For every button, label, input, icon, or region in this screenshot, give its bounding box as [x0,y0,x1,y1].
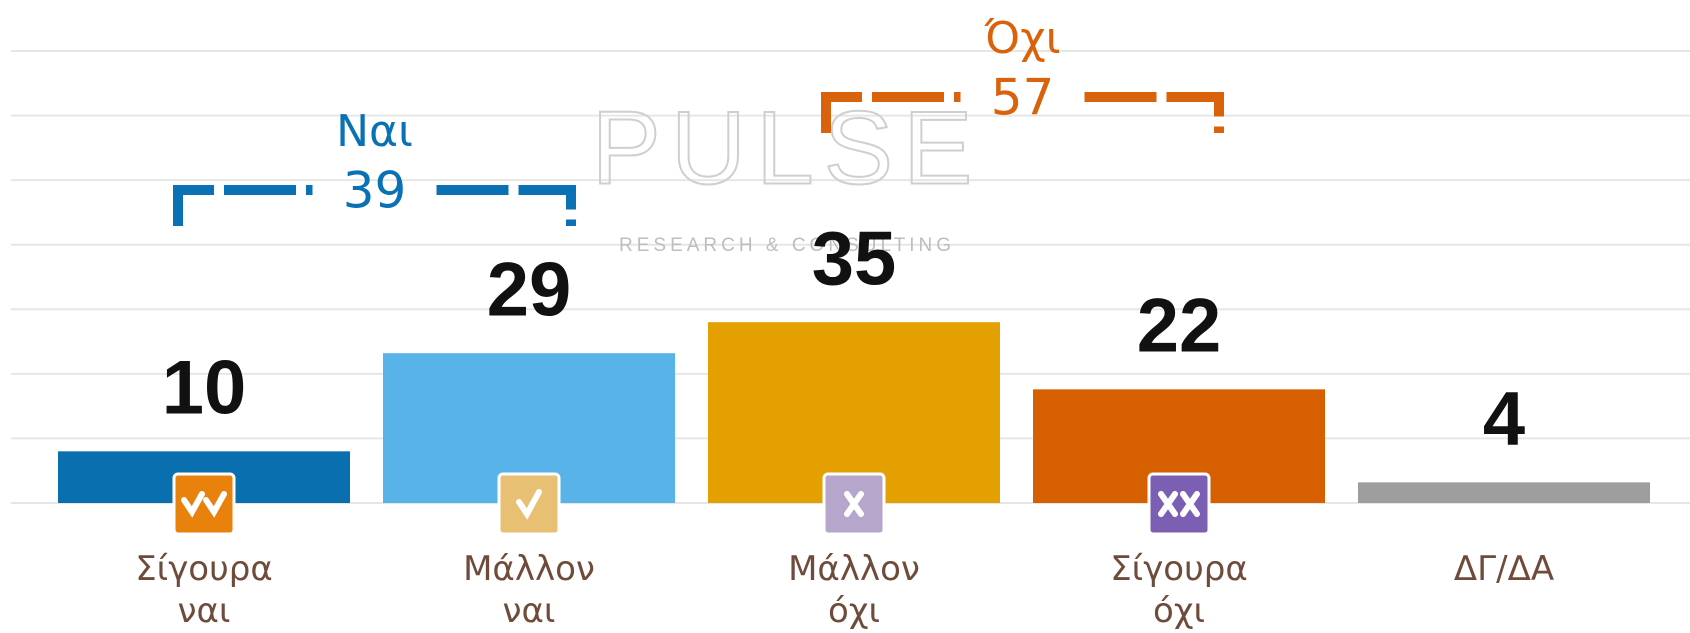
value-label: 22 [1137,283,1222,368]
icon-box [497,472,561,536]
x-tick-label: Μάλλον ναι [463,549,595,631]
icon-box [172,472,236,536]
bracket [436,185,576,226]
icon-mark [516,489,542,520]
bracket [1084,92,1224,133]
logo-tagline: RESEARCH & CONSULTING [619,235,955,256]
x-tick-label: Σίγουρα ναι [135,549,273,631]
bracket [173,185,313,226]
x-tick-label: ΔΓ/ΔΑ [1453,549,1555,589]
value-label: 35 [812,216,897,301]
group-value: 57 [991,69,1055,127]
x-tick-label: Μάλλον όχι [788,549,920,631]
group-value: 39 [343,162,407,220]
value-label: 10 [162,345,247,430]
icon-mark [844,491,864,517]
value-label: 29 [487,247,572,332]
group-name: Όχι [983,13,1060,64]
x-tick-label: Σίγουρα όχι [1110,549,1248,631]
logo-name: PULSE [591,90,982,206]
group-name: Ναι [336,106,413,157]
icon-box [1147,472,1211,536]
bar [1358,482,1650,503]
value-label: 4 [1483,376,1525,461]
icon-mark [181,491,227,518]
bracket [821,92,961,133]
icon-mark [1158,491,1200,517]
